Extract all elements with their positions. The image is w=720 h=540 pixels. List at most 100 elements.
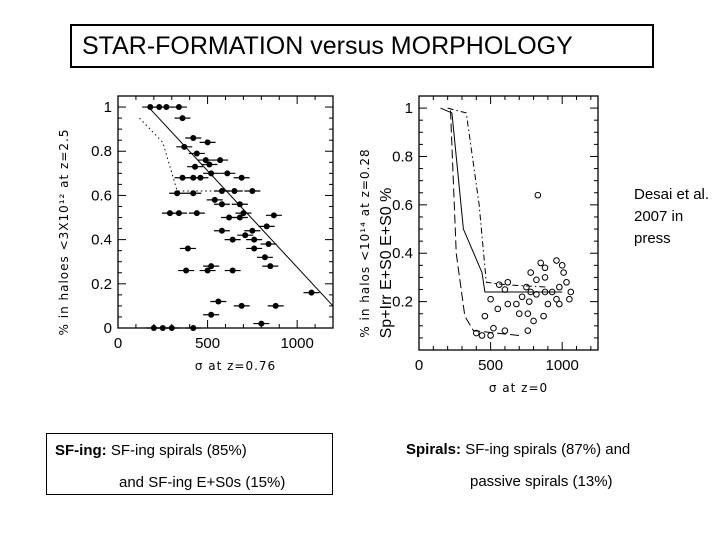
y-tick-label: 1 xyxy=(104,99,112,116)
data-point xyxy=(236,214,243,221)
data-point xyxy=(202,157,209,164)
data-point xyxy=(249,227,256,234)
data-point xyxy=(530,317,537,325)
data-point xyxy=(181,143,188,150)
data-point xyxy=(204,267,211,274)
series-line xyxy=(139,117,255,192)
data-point xyxy=(267,263,274,270)
data-point xyxy=(238,302,245,309)
data-point xyxy=(501,327,509,334)
data-point xyxy=(190,325,197,331)
data-point xyxy=(518,293,526,301)
series-line xyxy=(450,110,520,336)
x-axis-label: σ at z=0.76 xyxy=(195,359,276,373)
data-point xyxy=(504,300,512,308)
data-point xyxy=(523,283,530,291)
left-caption-line-2: and SF-ing E+S0s (15%) xyxy=(119,474,286,491)
right-caption-bold: Spirals: xyxy=(406,441,462,458)
left-caption-bold: SF-ing: xyxy=(55,442,107,459)
data-point xyxy=(193,150,200,157)
x-tick-label: 0 xyxy=(114,335,122,352)
data-point xyxy=(270,212,277,219)
data-point xyxy=(553,295,560,303)
data-point xyxy=(147,104,154,111)
data-point xyxy=(192,163,199,170)
data-point xyxy=(242,232,249,239)
x-tick-label: 500 xyxy=(195,335,220,352)
data-point xyxy=(563,278,570,286)
data-point xyxy=(527,269,534,276)
data-point xyxy=(265,241,272,248)
data-point xyxy=(490,324,497,332)
data-point xyxy=(556,300,563,308)
data-point xyxy=(494,305,502,313)
data-point xyxy=(218,188,225,195)
data-point xyxy=(533,276,540,284)
y-tick-label: 0.8 xyxy=(91,143,112,160)
data-point xyxy=(193,210,200,217)
y-tick-label: 0.2 xyxy=(91,276,112,293)
data-point xyxy=(487,295,494,303)
right-caption-line-2: passive spirals (13%) xyxy=(470,473,613,490)
data-point xyxy=(541,264,549,272)
data-point xyxy=(183,267,190,274)
data-point xyxy=(537,259,545,267)
data-point xyxy=(224,170,231,177)
data-point xyxy=(163,104,170,111)
y-tick-label: 0.6 xyxy=(392,197,413,214)
data-point xyxy=(524,327,532,334)
data-point xyxy=(179,174,186,181)
data-point xyxy=(238,174,245,181)
data-point xyxy=(190,190,197,197)
y-axis-label: % in haloes <3X10¹² at z=2.5 xyxy=(57,129,71,336)
data-point xyxy=(190,174,197,181)
data-point xyxy=(218,227,225,234)
y-tick-label: 0.4 xyxy=(392,245,413,262)
data-point xyxy=(487,332,494,339)
data-point xyxy=(566,295,573,303)
y-tick-label: 0.2 xyxy=(392,294,413,311)
y-axis-overlay-label: Sp+Irr E+S0 E+S0 % xyxy=(378,188,395,339)
left-caption-text: SF-ing spirals (85%) xyxy=(110,442,247,459)
plot-frame xyxy=(418,95,599,351)
y-tick-label: 0.4 xyxy=(91,232,112,249)
data-point xyxy=(175,210,182,217)
data-point xyxy=(236,201,243,208)
data-point xyxy=(150,325,157,331)
x-tick-label: 0 xyxy=(415,357,423,374)
data-point xyxy=(166,210,173,217)
data-point xyxy=(481,312,489,320)
series-line xyxy=(447,107,548,288)
data-point xyxy=(179,115,186,122)
data-point xyxy=(504,278,512,286)
data-point xyxy=(513,300,520,308)
data-point xyxy=(204,139,211,146)
right-caption-line-1: Spirals: SF-ing spirals (87%) and xyxy=(406,441,630,458)
data-point xyxy=(175,104,182,111)
data-point xyxy=(558,262,566,269)
data-point xyxy=(168,325,175,331)
data-point xyxy=(263,223,270,230)
data-point xyxy=(524,310,532,318)
data-point xyxy=(229,236,236,243)
data-point xyxy=(174,190,181,197)
data-point xyxy=(556,283,563,291)
data-point xyxy=(308,289,315,296)
data-point xyxy=(251,236,258,243)
y-tick-label: 0.8 xyxy=(392,148,413,165)
data-point xyxy=(208,170,215,177)
series-line xyxy=(440,107,563,293)
data-point xyxy=(211,196,218,203)
data-point xyxy=(215,298,222,305)
data-point xyxy=(540,312,547,320)
x-axis-label: σ at z=0 xyxy=(489,381,548,395)
data-point xyxy=(560,269,567,276)
data-point xyxy=(206,161,213,168)
page-title: STAR-FORMATION versus MORPHOLOGY xyxy=(70,24,654,68)
data-point xyxy=(258,320,265,327)
y-tick-label: 0.6 xyxy=(91,187,112,204)
data-point xyxy=(184,245,191,252)
series-line xyxy=(148,106,334,307)
plot-frame xyxy=(117,95,334,329)
